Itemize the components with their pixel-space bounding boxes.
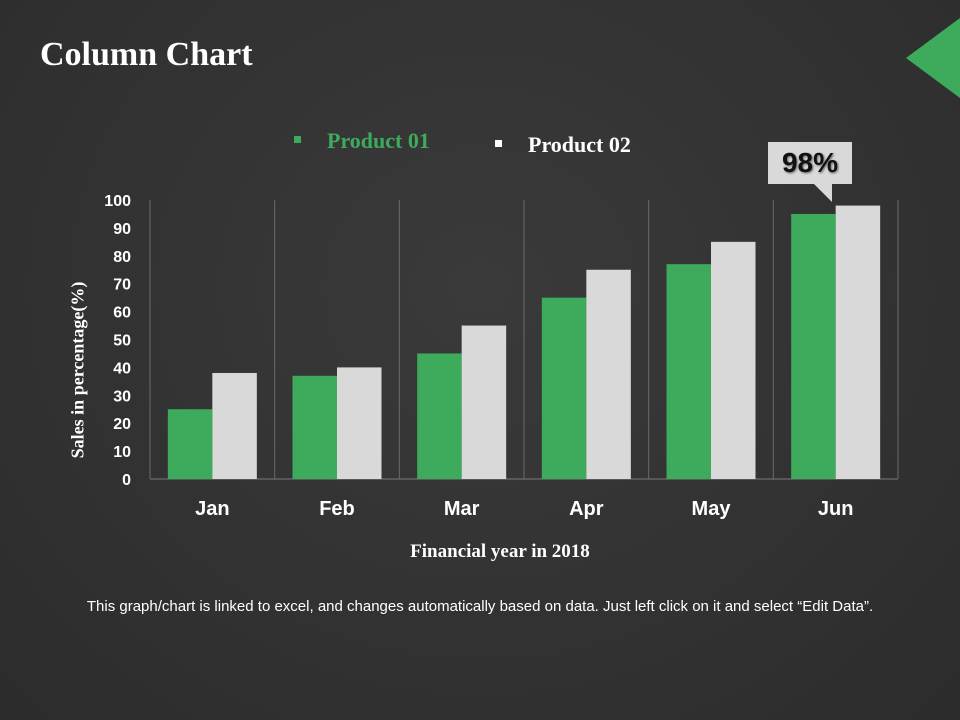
bar-product-02 [337,367,382,479]
legend-label: Product 02 [528,132,631,157]
bar-product-01 [541,297,587,479]
y-axis-label: Sales in percentage(%) [67,281,88,459]
bar-product-02 [835,205,881,479]
bar-product-01 [292,375,337,479]
bar-product-02 [212,372,257,479]
bar-product-02 [711,241,756,479]
legend-label: Product 01 [327,128,430,153]
y-tick-label: 90 [113,221,131,238]
bar-product-01 [791,213,836,479]
bar-product-01 [417,353,462,479]
y-tick-label: 10 [113,444,131,461]
x-tick-label: Apr [569,498,604,520]
legend-item-product-01: Product 01 [294,128,430,154]
legend-item-product-02: Product 02 [495,132,631,158]
x-tick-label: Feb [319,498,355,520]
bar-product-02 [586,269,631,479]
x-tick-label: Mar [444,498,480,520]
page-title: Column Chart [40,36,253,73]
value-callout: 98% [768,142,852,202]
y-tick-label: 80 [113,249,131,266]
y-tick-label: 20 [113,416,131,433]
corner-triangle-decoration [906,18,960,98]
y-tick-label: 70 [113,277,131,294]
x-tick-label: May [692,498,732,520]
legend-swatch-icon [294,136,301,144]
bar-product-01 [666,264,711,479]
x-tick-label: Jun [818,498,854,520]
x-axis-label: Financial year in 2018 [410,541,590,562]
y-tick-label: 50 [113,333,131,350]
footnote: This graph/chart is linked to excel, and… [86,598,874,615]
y-tick-label: 30 [113,388,131,405]
y-tick-label: 100 [104,193,131,210]
y-tick-label: 0 [122,472,131,489]
y-tick-label: 40 [113,360,131,377]
bar-product-02 [461,325,507,479]
x-tick-label: Jan [195,498,229,520]
bar-product-01 [167,409,213,479]
legend-swatch-icon [495,140,502,148]
y-tick-label: 60 [113,305,131,322]
